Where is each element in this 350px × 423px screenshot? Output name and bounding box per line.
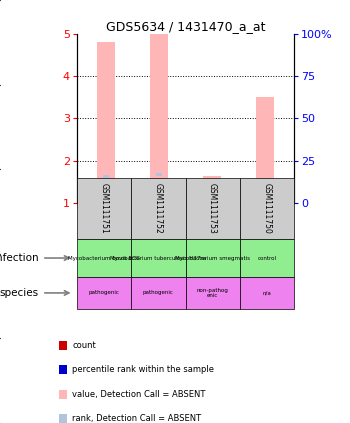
Text: Mycobacterium bovis BCG: Mycobacterium bovis BCG (68, 255, 140, 261)
Text: GSM1111753: GSM1111753 (208, 183, 217, 234)
Text: infection: infection (0, 253, 38, 263)
Title: GDS5634 / 1431470_a_at: GDS5634 / 1431470_a_at (106, 20, 265, 33)
Text: GSM1111750: GSM1111750 (262, 183, 271, 234)
Text: value, Detection Call = ABSENT: value, Detection Call = ABSENT (72, 390, 206, 399)
Bar (150, 34, 168, 203)
Text: pathogenic: pathogenic (143, 291, 174, 295)
Text: control: control (257, 255, 276, 261)
Text: GSM1111752: GSM1111752 (154, 183, 163, 233)
Text: species: species (0, 288, 38, 298)
Bar (103, 175, 109, 178)
Text: rank, Detection Call = ABSENT: rank, Detection Call = ABSENT (72, 414, 202, 423)
Bar (97, 42, 116, 203)
Text: percentile rank within the sample: percentile rank within the sample (72, 365, 215, 374)
Bar (209, 197, 215, 199)
Bar (256, 97, 274, 203)
Text: non-pathog
enic: non-pathog enic (197, 288, 229, 298)
Bar (156, 173, 162, 176)
Text: count: count (72, 341, 96, 350)
Text: Mycobacterium tuberculosis H37ra: Mycobacterium tuberculosis H37ra (110, 255, 206, 261)
Text: pathogenic: pathogenic (89, 291, 120, 295)
Bar (262, 179, 268, 181)
Text: n/a: n/a (262, 291, 271, 295)
Text: GSM1111751: GSM1111751 (100, 183, 108, 233)
Bar (203, 176, 221, 203)
Text: Mycobacterium smegmatis: Mycobacterium smegmatis (175, 255, 250, 261)
